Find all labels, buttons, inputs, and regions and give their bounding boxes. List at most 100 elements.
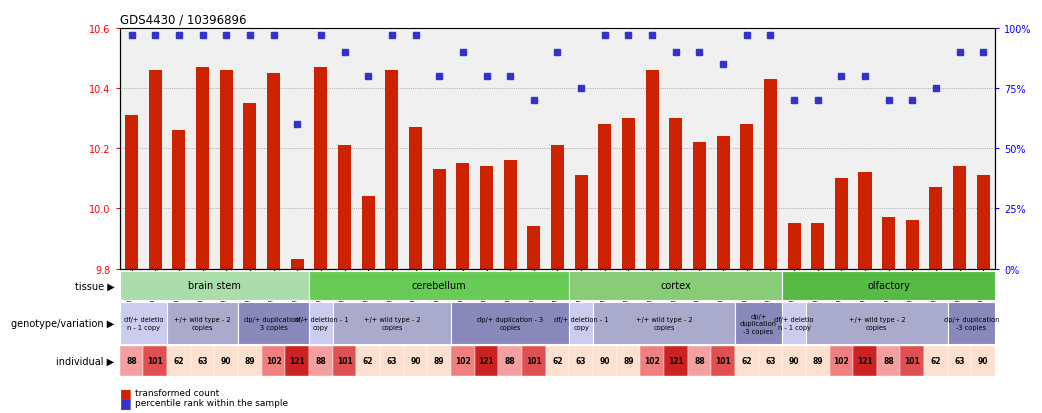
Text: 102: 102 [455, 356, 471, 366]
Text: ■: ■ [120, 396, 131, 409]
Text: 88: 88 [504, 356, 516, 366]
Bar [475, 346, 498, 376]
Text: 102: 102 [834, 356, 849, 366]
Bar [712, 346, 735, 376]
Text: 63: 63 [576, 356, 587, 366]
Bar [120, 271, 309, 301]
Text: 101: 101 [715, 356, 730, 366]
Bar [617, 346, 640, 376]
Text: 63: 63 [765, 356, 775, 366]
Bar [144, 346, 167, 376]
Bar [664, 346, 688, 376]
Bar [783, 271, 995, 301]
Bar [451, 346, 475, 376]
Text: 88: 88 [126, 356, 138, 366]
Bar [332, 303, 451, 344]
Bar [924, 346, 948, 376]
Bar [120, 346, 144, 376]
Bar [859, 173, 871, 269]
Bar [876, 346, 900, 376]
Text: df/+ deletio
n - 1 copy: df/+ deletio n - 1 copy [124, 317, 164, 330]
Bar [309, 303, 332, 344]
Bar [149, 71, 162, 269]
Text: dp/+ duplication
-3 copies: dp/+ duplication -3 copies [944, 317, 999, 330]
Text: brain stem: brain stem [188, 281, 241, 291]
Bar [291, 260, 304, 269]
Text: +/+ wild type - 2
copies: +/+ wild type - 2 copies [364, 317, 420, 330]
Bar [362, 197, 375, 269]
Text: 121: 121 [478, 356, 494, 366]
Text: 90: 90 [599, 356, 610, 366]
Bar [835, 179, 848, 269]
Bar [386, 71, 398, 269]
Text: 102: 102 [266, 356, 281, 366]
Text: 88: 88 [884, 356, 894, 366]
Bar [805, 346, 829, 376]
Text: olfactory: olfactory [867, 281, 910, 291]
Bar [948, 346, 971, 376]
Text: individual ▶: individual ▶ [56, 356, 115, 366]
Text: +/+ wild type - 2
copies: +/+ wild type - 2 copies [636, 317, 692, 330]
Text: 63: 63 [954, 356, 965, 366]
Bar [239, 303, 309, 344]
Text: 101: 101 [337, 356, 352, 366]
Bar [693, 143, 705, 269]
Bar [262, 346, 286, 376]
Text: 90: 90 [789, 356, 799, 366]
Bar [551, 146, 564, 269]
Text: +/+ wild type - 2
copies: +/+ wild type - 2 copies [848, 317, 905, 330]
Bar [432, 170, 446, 269]
Bar [380, 346, 403, 376]
Text: 121: 121 [858, 356, 873, 366]
Text: 88: 88 [316, 356, 326, 366]
Bar [783, 303, 805, 344]
Bar [125, 116, 139, 269]
Bar [173, 131, 185, 269]
Text: percentile rank within the sample: percentile rank within the sample [135, 398, 289, 407]
Text: df/+ deletion - 1
copy: df/+ deletion - 1 copy [554, 317, 609, 330]
Bar [569, 303, 593, 344]
Text: 121: 121 [668, 356, 684, 366]
Bar [971, 346, 995, 376]
Bar [315, 68, 327, 269]
Bar [883, 218, 895, 269]
Text: 90: 90 [411, 356, 421, 366]
Bar [356, 346, 380, 376]
Bar [239, 346, 262, 376]
Text: 62: 62 [174, 356, 184, 366]
Bar [598, 125, 612, 269]
Text: transformed count: transformed count [135, 388, 220, 397]
Text: 89: 89 [433, 356, 445, 366]
Bar [735, 303, 783, 344]
Text: df/+ deletio
n - 1 copy: df/+ deletio n - 1 copy [774, 317, 814, 330]
Bar [456, 164, 469, 269]
Bar [569, 271, 783, 301]
Bar [167, 346, 191, 376]
Text: dp/+ duplication -
3 copies: dp/+ duplication - 3 copies [244, 317, 303, 330]
Bar [593, 346, 617, 376]
Bar [403, 346, 427, 376]
Bar [717, 137, 729, 269]
Text: ■: ■ [120, 386, 131, 399]
Bar [267, 74, 280, 269]
Bar [410, 128, 422, 269]
Text: dp/+ duplication - 3
copies: dp/+ duplication - 3 copies [477, 317, 543, 330]
Bar [593, 303, 735, 344]
Bar [527, 227, 541, 269]
Bar [220, 71, 232, 269]
Bar [640, 346, 664, 376]
Text: 88: 88 [694, 356, 704, 366]
Text: 89: 89 [623, 356, 634, 366]
Text: dp/+
duplication
-3 copies: dp/+ duplication -3 copies [740, 313, 777, 334]
Bar [783, 346, 805, 376]
Bar [829, 346, 853, 376]
Bar [286, 346, 309, 376]
Text: df/+ deletion - 1
copy: df/+ deletion - 1 copy [294, 317, 348, 330]
Text: 90: 90 [221, 356, 231, 366]
Text: 102: 102 [644, 356, 660, 366]
Text: 62: 62 [363, 356, 373, 366]
Bar [522, 346, 546, 376]
Text: 89: 89 [245, 356, 255, 366]
Text: genotype/variation ▶: genotype/variation ▶ [11, 318, 115, 328]
Bar [451, 303, 569, 344]
